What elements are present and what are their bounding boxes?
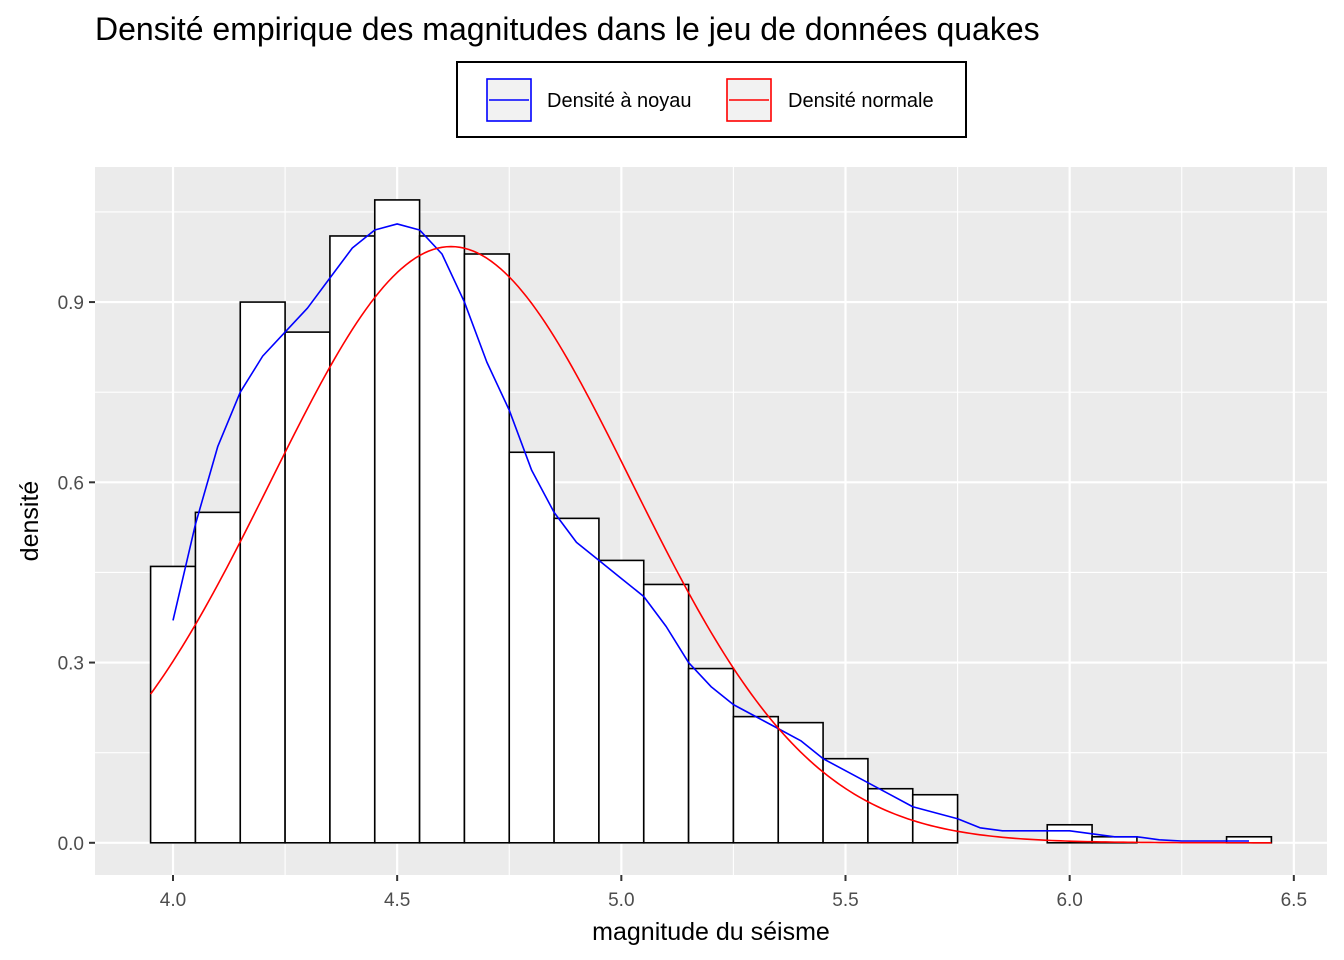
histogram-bar — [911, 793, 959, 844]
histogram-bar — [194, 511, 242, 844]
histogram-bar — [687, 667, 735, 844]
histogram-bar — [777, 721, 824, 844]
y-tick-label: 0.0 — [58, 834, 84, 855]
x-axis: 4.0 4.5 5.0 5.5 6.0 6.5 — [160, 875, 1307, 911]
x-tick-label: 4.5 — [384, 890, 410, 911]
histogram-bar — [508, 451, 555, 844]
y-axis-title: densité — [16, 481, 44, 562]
y-tick-label: 0.9 — [58, 293, 84, 314]
histogram-bar — [867, 787, 914, 844]
kernel-density-line — [172, 223, 1249, 842]
histogram-bar — [149, 565, 197, 844]
x-tick-label: 4.0 — [160, 890, 186, 911]
histogram-bar — [329, 235, 376, 844]
histogram-bar — [284, 331, 331, 844]
histogram-bar — [418, 235, 466, 844]
density-curves — [149, 223, 1272, 844]
histogram-bar — [1225, 835, 1273, 844]
histogram-bar — [239, 301, 286, 844]
x-axis-title: magnitude du séisme — [592, 918, 830, 946]
x-tick-label: 6.5 — [1281, 890, 1307, 911]
histogram-bar — [822, 757, 869, 844]
legend-label-kernel: Densité à noyau — [547, 90, 692, 112]
histogram-bar — [553, 517, 600, 844]
histogram-bar — [463, 253, 511, 844]
x-tick-label: 5.0 — [608, 890, 634, 911]
legend-box — [456, 61, 967, 138]
histogram-bar — [373, 199, 421, 844]
histogram-bar — [732, 715, 780, 844]
x-tick-label: 6.0 — [1056, 890, 1082, 911]
chart-title: Densité empirique des magnitudes dans le… — [95, 11, 1040, 47]
x-tick-label: 5.5 — [832, 890, 858, 911]
histogram-bar — [598, 559, 645, 844]
y-tick-label: 0.3 — [58, 654, 84, 675]
y-axis: 0.0 0.3 0.6 0.9 — [58, 293, 95, 855]
histogram-bars — [149, 199, 1273, 844]
normal-density-line — [149, 245, 1272, 844]
legend: Densité à noyau Densité normale — [456, 61, 967, 138]
histogram-bar — [642, 583, 690, 844]
legend-label-normal: Densité normale — [788, 90, 934, 112]
y-tick-label: 0.6 — [58, 473, 84, 494]
